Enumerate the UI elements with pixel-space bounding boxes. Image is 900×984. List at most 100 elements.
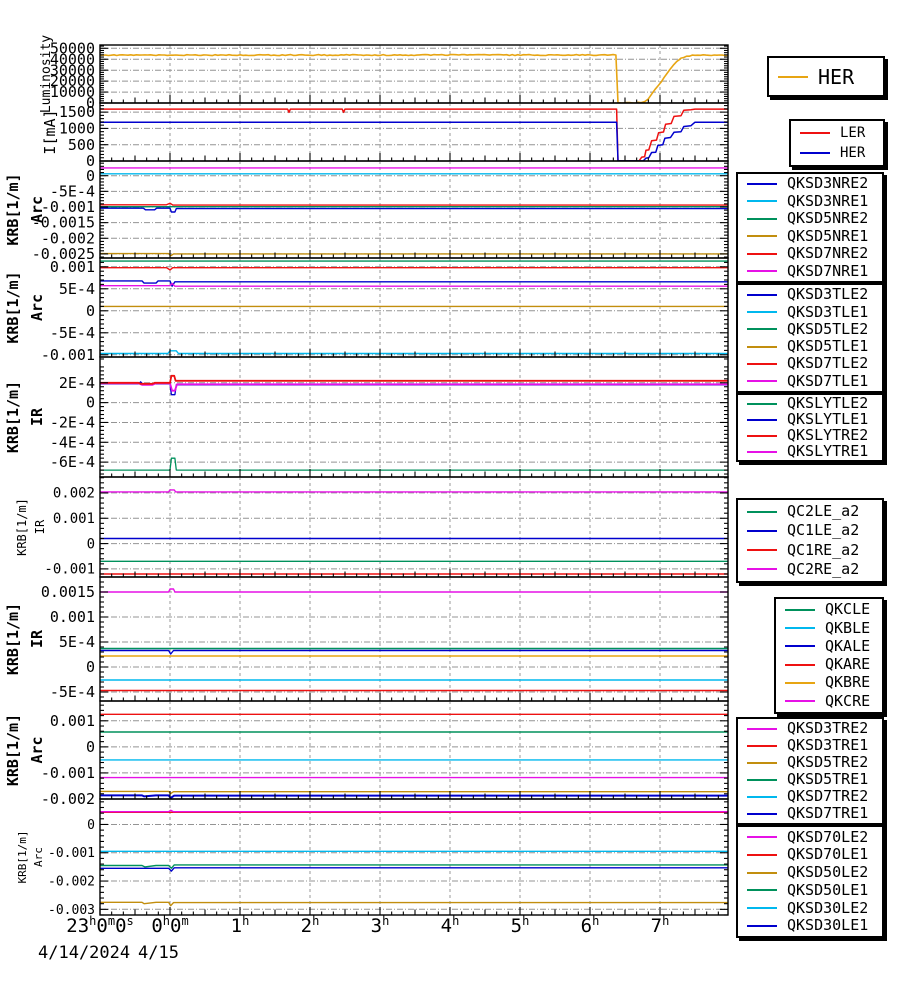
legend-line-swatch (747, 744, 777, 747)
y-tick-label: 0.001 (53, 511, 95, 527)
panel-axis-ticks: 0.001 5E-4 0 -5E-4 -0.001 (41, 257, 728, 364)
y-tick-label: 50000 (50, 39, 95, 57)
legend-line-swatch (747, 270, 777, 273)
y-axis-title: IR (28, 407, 46, 426)
legend-line-swatch (747, 345, 777, 348)
legend-line-swatch (747, 235, 777, 238)
y-tick-label: 0 (86, 94, 95, 112)
legend-line-swatch (785, 663, 815, 666)
series-QKSD3TLE2 (100, 280, 728, 287)
y-axis-title: KRB[1/m] (4, 271, 22, 343)
legend-entry-QKSD3TLE2: QKSD3TLE2 (738, 287, 882, 302)
date-label-next: 4/15 (138, 943, 179, 963)
panel-krb-ir-qc: 0.002 0.001 0 -0.001 KRB[1/m] IR (15, 476, 729, 578)
legend-label: QKSLYTRE1 (787, 442, 869, 460)
panel-krb-arc-nre: 0-5E-4-0.001-0.0015-0.002-0.0025 KRB[1/m]… (4, 160, 729, 263)
legend-entry-QC1RE_a2: QC1RE_a2 (738, 542, 882, 558)
legend-line-swatch (747, 907, 777, 910)
legend-box-4: QKSD3TLE2 QKSD3TLE1 QKSD5TLE2 QKSD5TLE1 QKSD… (736, 283, 884, 393)
x-tick-label: 0h0m (151, 914, 188, 937)
legend-line-swatch (747, 311, 777, 314)
y-tick-label: -0.001 (44, 562, 95, 578)
legend-label: QKCLE (825, 600, 871, 619)
legend-line-swatch (747, 293, 777, 296)
y-tick-label: -5E-4 (50, 182, 95, 200)
legend-line-swatch (747, 402, 777, 405)
legend-box-1: HER (767, 56, 885, 97)
legend-label: QKSLYTLE2 (787, 394, 869, 412)
legend-line-swatch (747, 510, 777, 513)
y-tick-label: -0.002 (48, 874, 95, 889)
legend-entry-QKSD7TLE1: QKSD7TLE1 (738, 373, 882, 389)
legend-label: QKSD50LE1 (787, 880, 869, 899)
y-tick-label: 0.002 (53, 486, 95, 502)
series-LER (100, 108, 728, 161)
y-tick-label: 2E-4 (59, 374, 95, 392)
panel-series (100, 809, 728, 907)
legend-entry-QKCRE: QKCRE (776, 693, 882, 709)
legend-label: QKALE (825, 636, 871, 655)
legend-entry-QKSLYTLE2: QKSLYTLE2 (738, 396, 882, 411)
legend-entry-QKSLYTRE1: QKSLYTRE1 (738, 444, 882, 459)
panel-axis-ticks: 0.002 0.001 0 -0.001 (44, 477, 728, 578)
panel-gridlines (100, 45, 728, 104)
legend-line-swatch (747, 761, 777, 764)
y-tick-label: 0 (87, 536, 95, 552)
legend-line-swatch (785, 700, 815, 703)
panel-series (100, 167, 728, 257)
series-QKSLYTLE2 (100, 457, 728, 471)
y-tick-label: 0 (86, 394, 95, 412)
panel-series (100, 53, 728, 103)
y-tick-label: -0.001 (41, 764, 95, 782)
y-axis-title: I[mA] (41, 109, 59, 154)
series-QKSD50LE2 (100, 901, 728, 907)
legend-label: QKSD3TLE2 (787, 285, 869, 304)
series-QC2RE_a2 (100, 489, 728, 493)
panel-krb-arc-0le: 0 -0.001 -0.002 -0.003 KRB[1/m] Arc (16, 798, 729, 918)
panel-gridlines (100, 357, 728, 477)
panel-krb-ir-sly: 2E-4 0 -2E-4-4E-4 -6E-4 KRB[1/m] IR (4, 356, 729, 478)
legend-entry-QKSD7NRE2: QKSD7NRE2 (738, 246, 882, 261)
legend-box-9: QKSD70LE2 QKSD70LE1 QKSD50LE2 QKSD50LE1 QKSD… (736, 825, 884, 938)
legend-label: QKSD3TRE1 (787, 736, 869, 754)
legend-label: QKBLE (825, 618, 871, 637)
y-tick-label: -0.001 (48, 846, 95, 861)
legend-label: QKSLYTRE2 (787, 426, 869, 444)
legend-line-swatch (747, 362, 777, 365)
panel-gridlines (100, 799, 728, 915)
series-QKALE (100, 649, 728, 655)
x-tick-label: 6h (581, 914, 600, 937)
legend-line-swatch (747, 853, 777, 856)
y-tick-label: 500 (68, 136, 95, 154)
legend-line-swatch (747, 836, 777, 839)
panel-axis-ticks: 0-5E-4-0.001-0.0015-0.002-0.0025 (32, 162, 728, 263)
series-HER (100, 53, 728, 103)
y-tick-label: -5E-4 (50, 324, 95, 342)
panel-gridlines (100, 577, 728, 701)
y-tick-label: 30000 (50, 61, 95, 79)
legend-line-swatch (747, 778, 777, 781)
legend-line-swatch (747, 812, 777, 815)
y-tick-label: 1000 (59, 120, 95, 138)
x-tick-label: 5h (511, 914, 530, 937)
legend-line-swatch (800, 132, 830, 135)
legend-line-swatch (747, 795, 777, 798)
legend-label: QKSD3TRE2 (787, 719, 869, 737)
legend-label: QKBRE (825, 673, 871, 692)
legend-label: QKSD5TLE2 (787, 319, 869, 338)
legend-line-swatch (785, 645, 815, 648)
legend-label: QKSD3TLE1 (787, 302, 869, 321)
panel-axis-ticks: 0 -0.001 -0.002 -0.003 (48, 801, 728, 918)
y-tick-label: -0.001 (41, 346, 95, 364)
legend-label: QKSD70LE2 (787, 827, 869, 846)
legend-label: QKSD5NRE1 (787, 226, 869, 245)
series-QKSD5NRE1 (100, 252, 728, 257)
legend-box-2: LER HER (789, 119, 885, 167)
y-tick-label: 0.001 (50, 608, 95, 626)
y-axis-title: KRB[1/m] (4, 603, 22, 675)
date-label-start: 4/14/2024 (38, 943, 130, 963)
legend-entry-QKSD7TRE2: QKSD7TRE2 (738, 789, 882, 804)
y-tick-label: 0.001 (50, 258, 95, 276)
legend-line-swatch (747, 434, 777, 437)
